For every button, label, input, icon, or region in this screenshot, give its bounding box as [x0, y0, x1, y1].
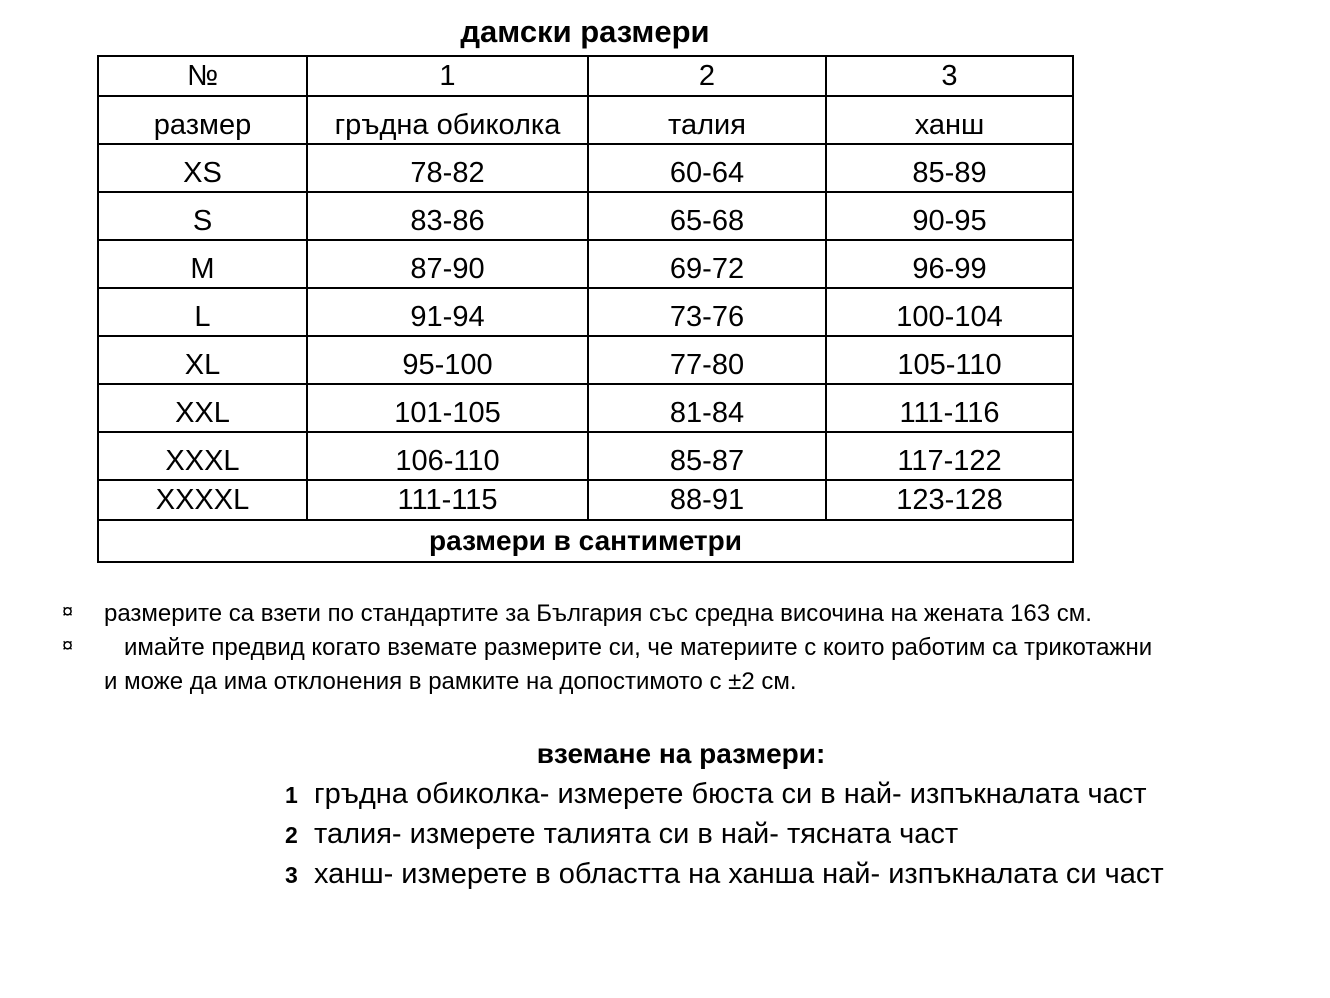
step-number: 2 [285, 822, 298, 848]
step-number: 3 [285, 862, 298, 888]
table-cell: 91-94 [306, 287, 589, 337]
table-footer: размери в сантиметри [97, 519, 1074, 563]
table-footer-row: размери в сантиметри [97, 519, 1074, 563]
table-cell: XS [97, 143, 308, 193]
table-cell: 105-110 [825, 335, 1074, 385]
table-row: XS 78-82 60-64 85-89 [97, 143, 1074, 193]
table-cell: 60-64 [587, 143, 827, 193]
table-cell: 106-110 [306, 431, 589, 481]
table-cell: 111-116 [825, 383, 1074, 433]
step-text: талия- измерете талията си в най- тяснат… [314, 818, 959, 850]
table-cell: 65-68 [587, 191, 827, 241]
table-header: ханш [825, 95, 1074, 145]
table-cell: M [97, 239, 308, 289]
size-table: № 1 2 3 размер гръдна обиколка талия хан… [97, 55, 1074, 563]
howto-step: 1 гръдна обиколка- измерете бюста си в на… [285, 778, 1147, 811]
step-number: 1 [285, 782, 298, 808]
table-cell: 2 [587, 55, 827, 97]
step-text: ханш- измерете в областта на ханша най- … [314, 858, 1164, 890]
table-cell: XL [97, 335, 308, 385]
table-cell: 95-100 [306, 335, 589, 385]
step-text: гръдна обиколка- измерете бюста си в най… [314, 778, 1147, 810]
table-cell: 87-90 [306, 239, 589, 289]
note-line: и може да има отклонения в рамките на до… [104, 668, 797, 695]
table-cell: 100-104 [825, 287, 1074, 337]
table-cell: 85-89 [825, 143, 1074, 193]
table-cell: 96-99 [825, 239, 1074, 289]
table-cell: 3 [825, 55, 1074, 97]
table-cell: 73-76 [587, 287, 827, 337]
table-cell: 101-105 [306, 383, 589, 433]
table-cell: 81-84 [587, 383, 827, 433]
table-row: XXXXL 111-115 88-91 123-128 [97, 479, 1074, 521]
howto-step: 3 ханш- измерете в областта на ханша най-… [285, 858, 1164, 891]
table-cell: 83-86 [306, 191, 589, 241]
table-header-row: размер гръдна обиколка талия ханш [97, 95, 1074, 145]
table-cell: 88-91 [587, 479, 827, 521]
note-line: размерите са взети по стандартите за Бъл… [104, 600, 1092, 627]
table-number-row: № 1 2 3 [97, 55, 1074, 97]
page-title: дамски размери [460, 14, 710, 49]
howto-title: вземане на размери: [536, 738, 826, 769]
table-cell: 69-72 [587, 239, 827, 289]
table-cell: 117-122 [825, 431, 1074, 481]
table-row: M 87-90 69-72 96-99 [97, 239, 1074, 289]
howto-step: 2 талия- измерете талията си в най- тясна… [285, 818, 958, 851]
table-row: XL 95-100 77-80 105-110 [97, 335, 1074, 385]
table-cell: 1 [306, 55, 589, 97]
table-header: гръдна обиколка [306, 95, 589, 145]
table-header: размер [97, 95, 308, 145]
table-cell: XXXL [97, 431, 308, 481]
table-cell: 90-95 [825, 191, 1074, 241]
table-header: талия [587, 95, 827, 145]
bullet-icon: ¤ [62, 635, 74, 657]
table-cell: S [97, 191, 308, 241]
table-cell: 111-115 [306, 479, 589, 521]
table-cell: XXXXL [97, 479, 308, 521]
table-cell: 123-128 [825, 479, 1074, 521]
table-row: XXXL 106-110 85-87 117-122 [97, 431, 1074, 481]
table-cell: XXL [97, 383, 308, 433]
table-cell: L [97, 287, 308, 337]
table-row: XXL 101-105 81-84 111-116 [97, 383, 1074, 433]
table-row: S 83-86 65-68 90-95 [97, 191, 1074, 241]
table-cell: 78-82 [306, 143, 589, 193]
note-line: имайте предвид когато вземате размерите … [124, 634, 1153, 661]
table-cell: 85-87 [587, 431, 827, 481]
bullet-icon: ¤ [62, 601, 74, 623]
table-row: L 91-94 73-76 100-104 [97, 287, 1074, 337]
table-cell: 77-80 [587, 335, 827, 385]
table-cell: № [97, 55, 308, 97]
